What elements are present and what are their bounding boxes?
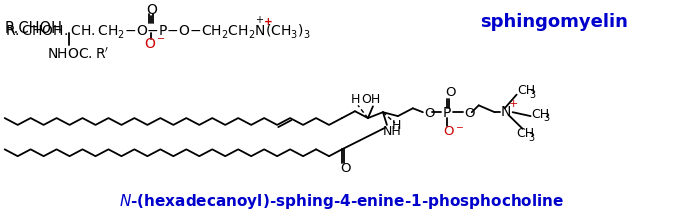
Text: +: + (509, 99, 518, 109)
Text: P: P (443, 106, 451, 120)
Text: O: O (464, 107, 474, 120)
Text: $\mathrm{R.CHOH.CH.CH_2{-}O{-}P{-}O{-}CH_2CH_2\overset{+}{N}(CH_3)_3}$: $\mathrm{R.CHOH.CH.CH_2{-}O{-}P{-}O{-}CH… (5, 15, 310, 42)
Text: R.CHOH: R.CHOH (5, 21, 63, 36)
Text: $\mathrm{O}$: $\mathrm{O}$ (146, 3, 159, 17)
Text: 3: 3 (529, 90, 536, 100)
Text: NH: NH (383, 125, 402, 138)
Text: CH: CH (516, 127, 535, 140)
Text: 3: 3 (529, 133, 535, 143)
Text: $\it{N}$-(hexadecanoyl)-sphing-4-enine-1-phosphocholine: $\it{N}$-(hexadecanoyl)-sphing-4-enine-1… (119, 192, 565, 211)
Text: 3: 3 (544, 113, 550, 123)
Text: O: O (424, 107, 434, 120)
Text: sphingomyelin: sphingomyelin (479, 13, 628, 31)
Text: N: N (501, 105, 511, 119)
Text: O$^-$: O$^-$ (443, 125, 464, 138)
Text: $\mathrm{NHOC.R'}$: $\mathrm{NHOC.R'}$ (47, 47, 109, 62)
Text: $\mathbf{+}$: $\mathbf{+}$ (263, 16, 273, 27)
Text: H: H (350, 93, 360, 106)
Text: CH: CH (531, 108, 550, 121)
Text: O: O (445, 86, 456, 99)
Text: $\mathrm{O}^-$: $\mathrm{O}^-$ (144, 37, 166, 51)
Text: OH: OH (361, 93, 380, 106)
Text: CH: CH (518, 84, 536, 97)
Text: O: O (340, 162, 350, 175)
Text: H: H (392, 119, 402, 132)
